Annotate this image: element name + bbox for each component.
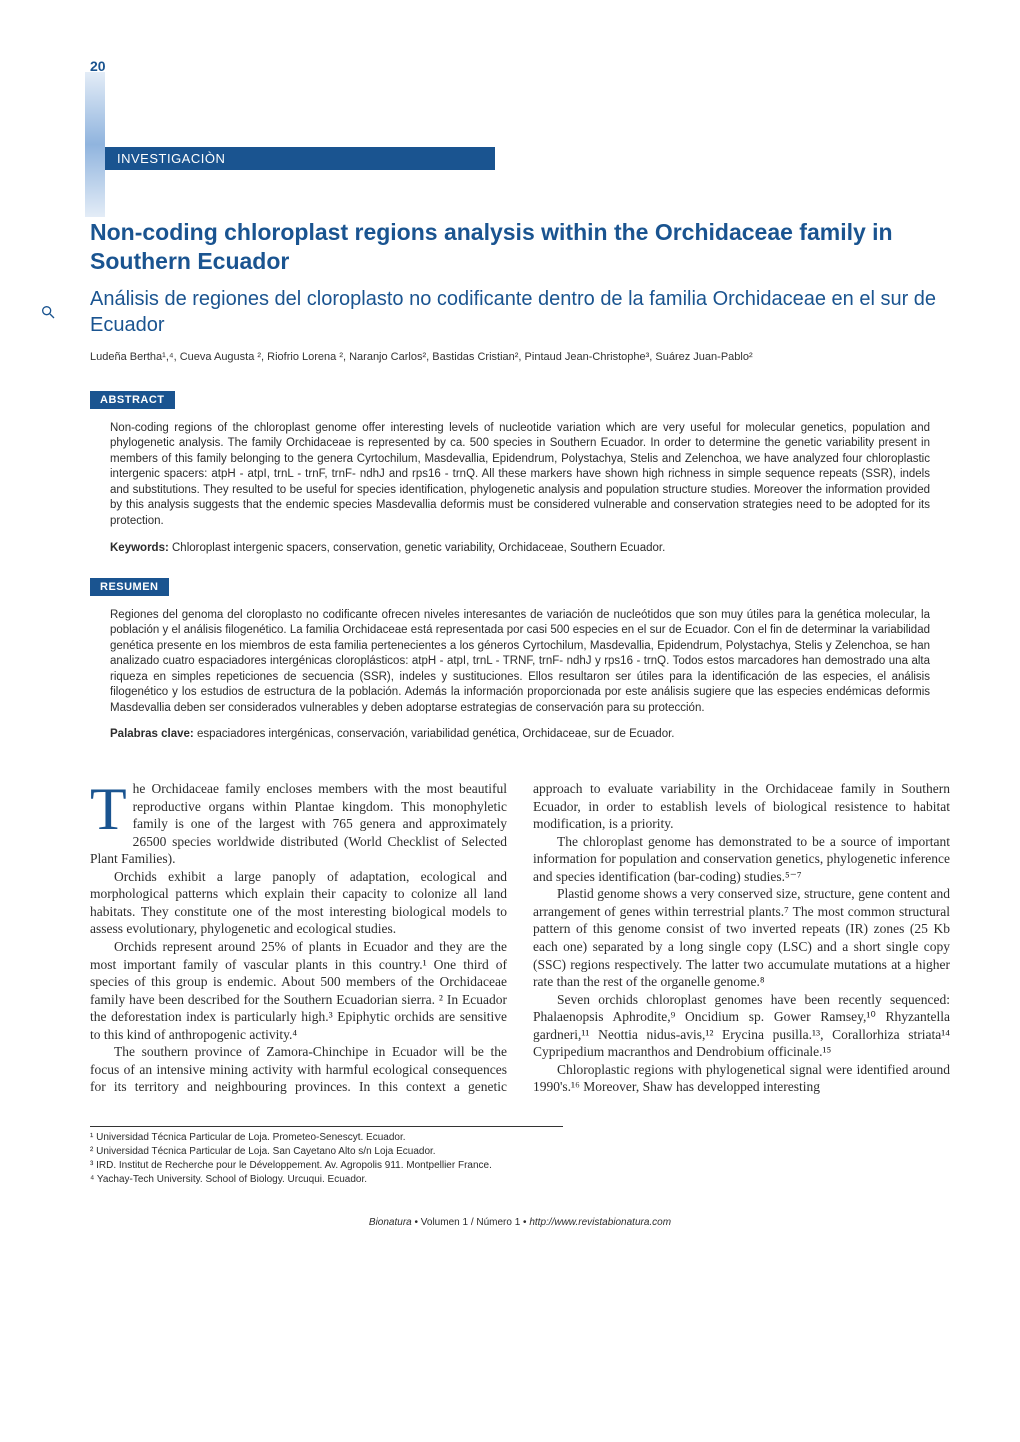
footer-journal: Bionatura [369, 1217, 412, 1228]
body-p6: Plastid genome shows a very conserved si… [533, 885, 950, 990]
footer-volume: Volumen 1 / Número 1 [421, 1217, 521, 1228]
left-decorative-stripe [85, 72, 105, 217]
body-p8: Chloroplastic regions with phylogenetica… [533, 1061, 950, 1096]
resumen-label: RESUMEN [90, 578, 169, 596]
footer-sep-2: • [520, 1217, 529, 1228]
palabras-line: Palabras clave: espaciadores intergénica… [90, 728, 950, 740]
title-english: Non-coding chloroplast regions analysis … [90, 218, 950, 276]
dropcap: T [90, 780, 133, 835]
resumen-block: RESUMEN Regiones del genoma del cloropla… [90, 578, 950, 741]
footer-url: http://www.revistabionatura.com [529, 1217, 671, 1228]
footnote-4: ⁴ Yachay-Tech University. School of Biol… [90, 1173, 563, 1187]
footnote-1: ¹ Universidad Técnica Particular de Loja… [90, 1131, 563, 1145]
abstract-header: ABSTRACT [90, 391, 950, 409]
footnote-2: ² Universidad Técnica Particular de Loja… [90, 1145, 563, 1159]
authors-list: Ludeña Bertha¹,⁴, Cueva Augusta ², Riofr… [90, 350, 950, 365]
body-p1: The Orchidaceae family encloses members … [90, 780, 507, 868]
body-text-columns: The Orchidaceae family encloses members … [90, 780, 950, 1096]
body-p1-text: he Orchidaceae family encloses members w… [90, 781, 507, 866]
body-p3: Orchids represent around 25% of plants i… [90, 938, 507, 1043]
body-p7: Seven orchids chloroplast genomes have b… [533, 991, 950, 1061]
footer-sep-1: • [412, 1217, 421, 1228]
body-p2: Orchids exhibit a large panoply of adapt… [90, 868, 507, 938]
section-badge: INVESTIGACIÒN [105, 147, 495, 170]
footnotes-block: ¹ Universidad Técnica Particular de Loja… [90, 1126, 563, 1187]
main-content: Non-coding chloroplast regions analysis … [0, 0, 1020, 1288]
keywords-text: Chloroplast intergenic spacers, conserva… [169, 542, 665, 554]
resumen-text: Regiones del genoma del cloroplasto no c… [90, 608, 950, 717]
palabras-label: Palabras clave: [110, 728, 194, 740]
keywords-label: Keywords: [110, 542, 169, 554]
body-p5: The chloroplast genome has demonstrated … [533, 833, 950, 886]
title-spanish: Análisis de regiones del cloroplasto no … [90, 286, 950, 338]
footnote-3: ³ IRD. Institut de Recherche pour le Dév… [90, 1159, 563, 1173]
abstract-block: ABSTRACT Non-coding regions of the chlor… [90, 391, 950, 554]
abstract-label: ABSTRACT [90, 391, 175, 409]
magnify-icon [40, 304, 56, 320]
keywords-line: Keywords: Chloroplast intergenic spacers… [90, 542, 950, 554]
abstract-text: Non-coding regions of the chloroplast ge… [90, 421, 950, 530]
palabras-text: espaciadores intergénicas, conservación,… [194, 728, 675, 740]
resumen-header: RESUMEN [90, 578, 950, 596]
page-footer: Bionatura • Volumen 1 / Número 1 • http:… [90, 1217, 950, 1248]
